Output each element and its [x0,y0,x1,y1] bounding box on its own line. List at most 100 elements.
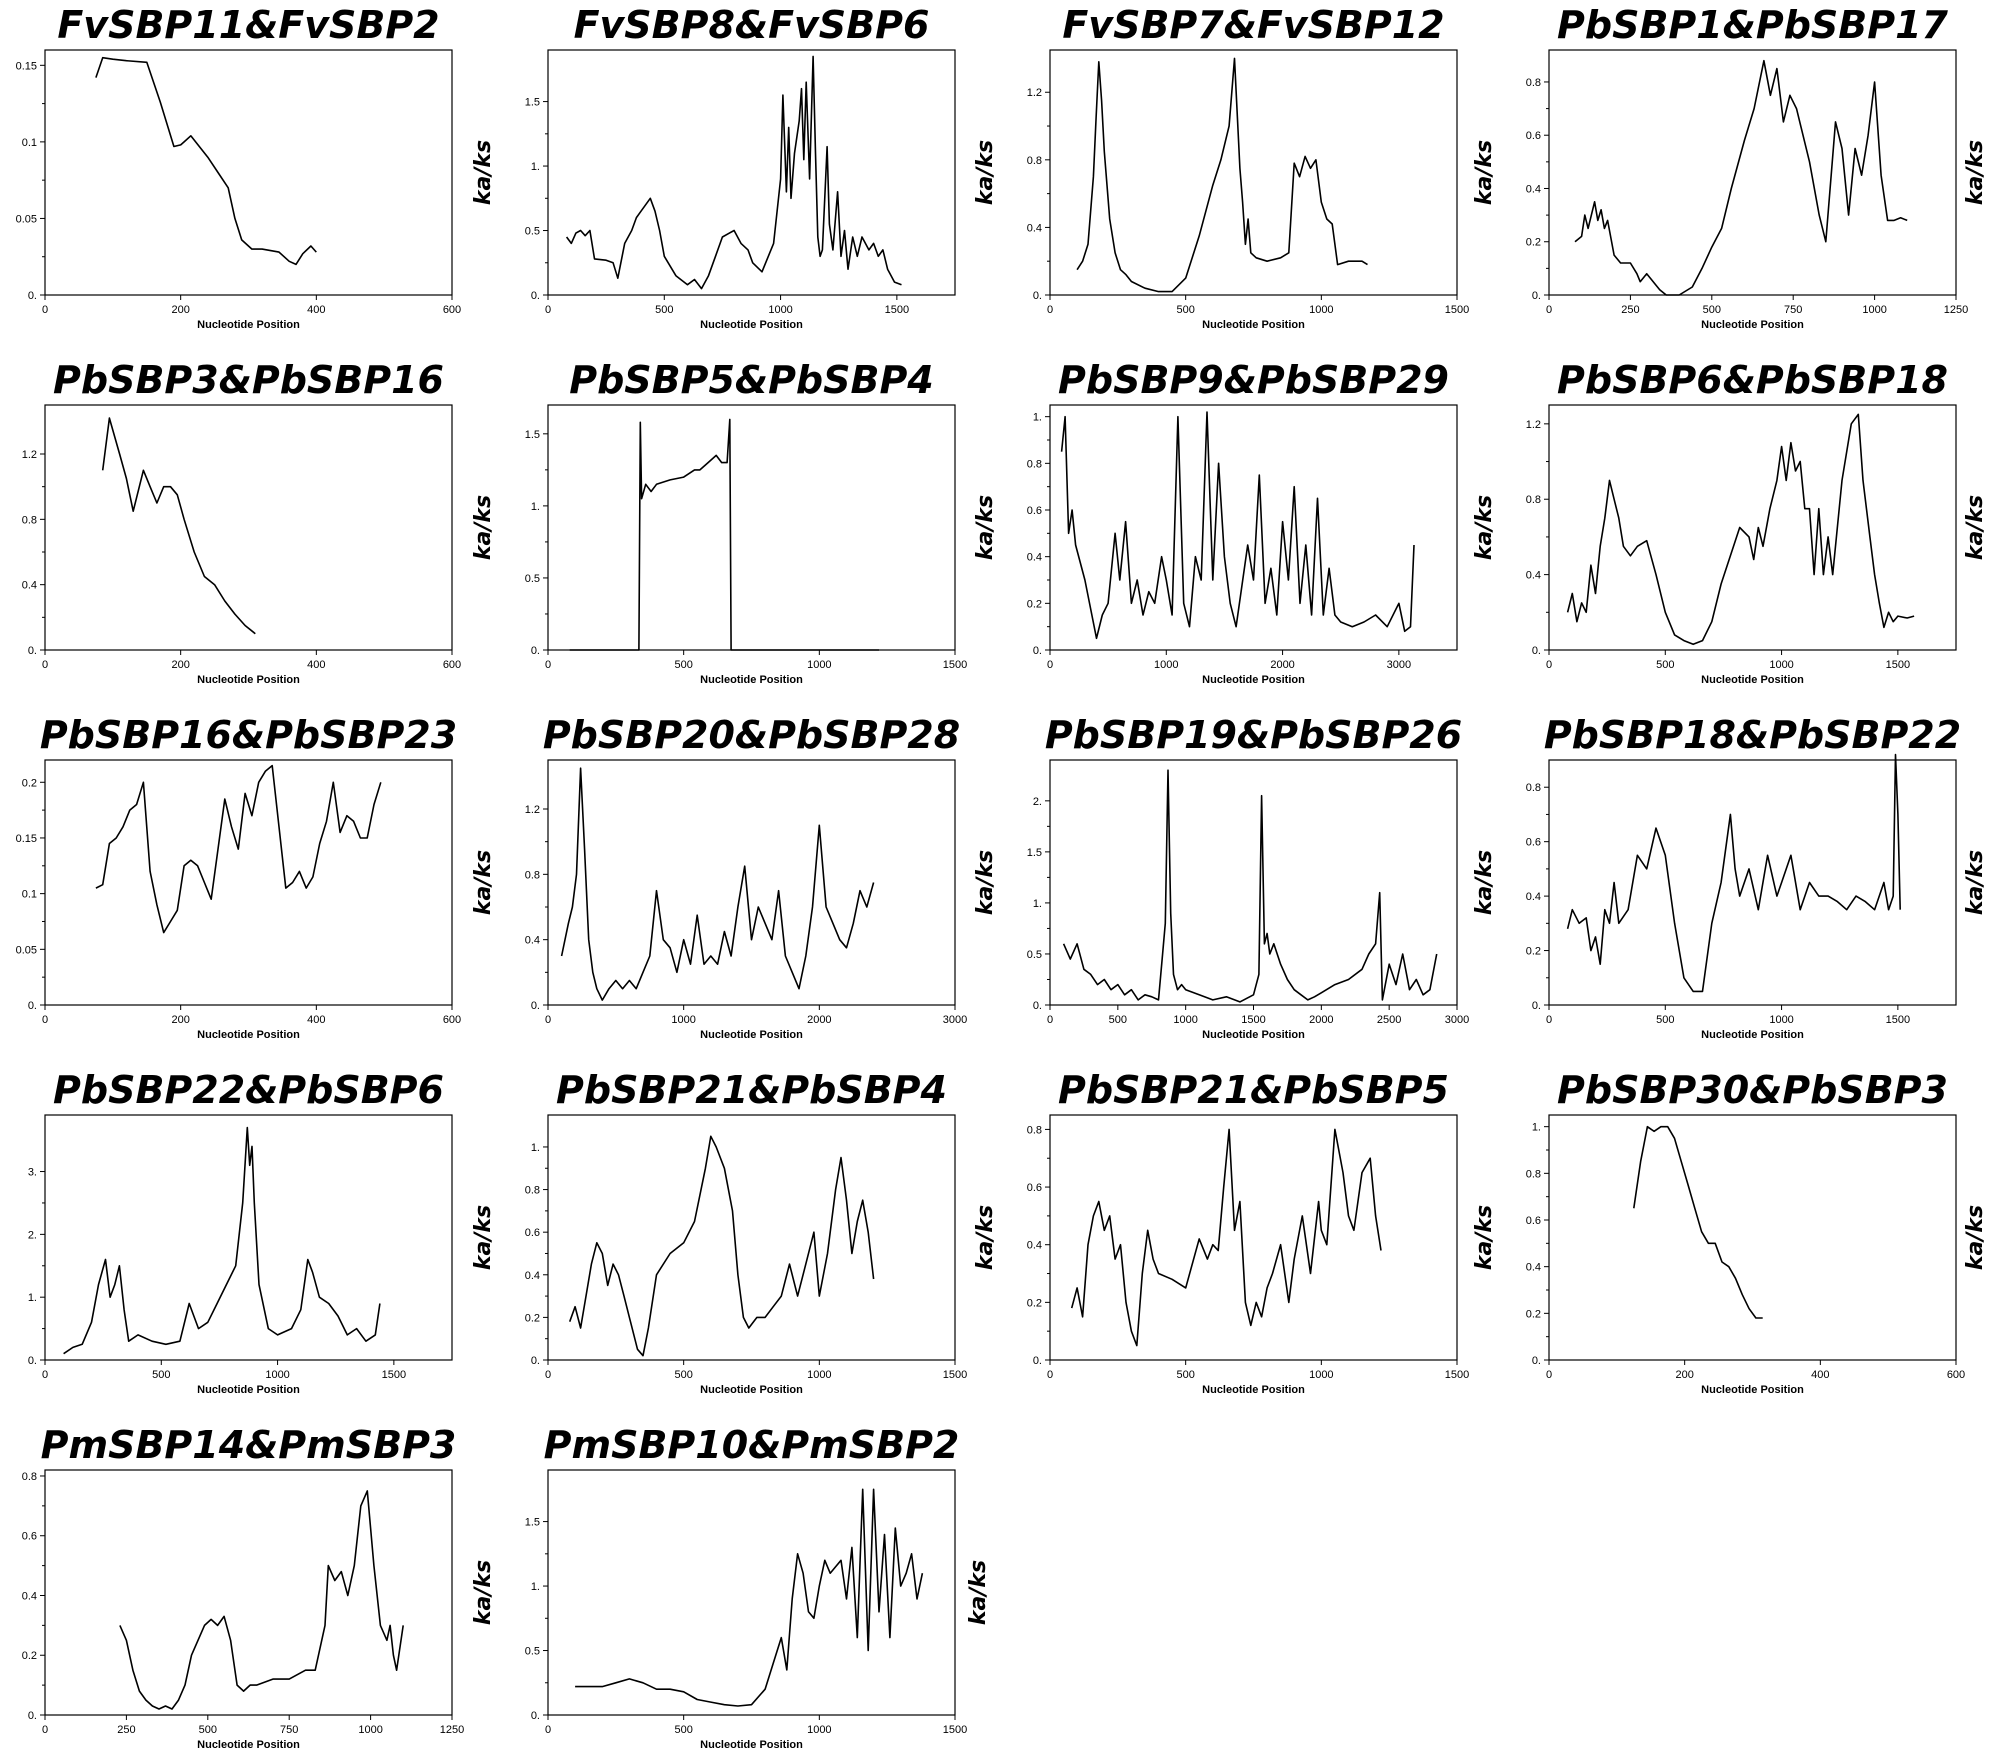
y-tick-label: 1. [1033,412,1042,424]
x-tick-label: 0 [1047,1369,1053,1381]
y-tick-label: 1.5 [525,97,540,109]
x-tick-label: 0 [1047,1014,1053,1026]
chart-title: PbSBP22&PbSBP6 [53,1068,444,1112]
plot-frame [1548,49,1957,296]
chart-title: FvSBP7&FvSBP12 [1062,3,1444,47]
x-tick-label: 0 [545,1369,551,1381]
x-tick-label: 500 [1703,304,1721,316]
x-tick-label: 1250 [440,1724,464,1736]
y-tick-label: 0.8 [525,869,540,881]
y-tick-label: 0.8 [1526,782,1541,794]
y-tick-label: 0.6 [1526,837,1541,849]
y-axis-label: ka/ks [1472,1205,1497,1270]
y-tick-label: 1. [1532,1122,1541,1134]
chart-title: FvSBP11&FvSBP2 [57,3,439,47]
y-tick-label: 1. [531,1581,540,1593]
series-line [1062,769,1438,1003]
chart-panel-7: PbSBP9&PbSBP29 0 1000 2000 3000 0. 0.2 0.4 0.6 0.… [973,358,1458,686]
x-tick-label: 500 [674,659,692,671]
x-tick-label: 0 [42,1014,48,1026]
x-axis-label: Nucleotide Position [1701,319,1804,331]
y-tick-label: 0.2 [1526,1308,1541,1320]
y-tick-label: 0.8 [525,1185,540,1197]
x-tick-label: 200 [171,304,189,316]
y-tick-label: 0.2 [1027,1297,1042,1309]
y-axis-label: ka/ks [973,850,998,915]
x-axis-label: Nucleotide Position [700,1029,803,1041]
x-tick-label: 1500 [1445,304,1469,316]
x-tick-label: 200 [171,1014,189,1026]
plot-frame [547,49,956,296]
x-tick-label: 1000 [1309,304,1333,316]
x-axis-label: Nucleotide Position [197,1029,300,1041]
y-tick-label: 0. [28,1000,37,1012]
x-axis-label: Nucleotide Position [197,1384,300,1396]
x-tick-label: 1000 [1769,1014,1793,1026]
x-tick-label: 600 [443,304,461,316]
plot-frame [44,1469,453,1716]
y-tick-label: 1. [531,501,540,513]
x-tick-label: 0 [1546,659,1552,671]
y-tick-label: 0.2 [22,777,37,789]
x-tick-label: 1500 [1445,1369,1469,1381]
y-tick-label: 1.5 [525,1517,540,1529]
series-line [119,1490,404,1710]
x-tick-label: 500 [674,1369,692,1381]
plot-frame [1548,759,1957,1006]
y-tick-label: 1. [1033,898,1042,910]
series-line [1076,57,1368,293]
plot-frame [547,404,956,651]
x-tick-label: 1000 [807,659,831,671]
y-tick-label: 0. [1532,645,1541,657]
y-tick-label: 2. [1033,796,1042,808]
y-tick-label: 1. [28,1292,37,1304]
plot-frame [1548,1114,1957,1361]
plot-frame [44,1114,453,1361]
chart-title: PbSBP3&PbSBP16 [53,358,444,402]
y-tick-label: 0.1 [22,889,37,901]
series-line [95,764,382,934]
y-tick-label: 0.4 [525,1270,540,1282]
x-tick-label: 1000 [1154,659,1178,671]
x-tick-label: 0 [545,659,551,671]
chart-panel-1: FvSBP11&FvSBP2 0 200 400 600 0. 0.05 0.1 0.15 Nuc… [16,3,462,331]
x-tick-label: 500 [1656,1014,1674,1026]
x-tick-label: 1500 [1241,1014,1265,1026]
chart-panel-4: PbSBP1&PbSBP17 0 250 500 750 1000 1250 0. 0.2 0.4… [1472,3,1968,331]
x-axis-label: Nucleotide Position [1202,1029,1305,1041]
chart-title: PbSBP21&PbSBP5 [1058,1068,1449,1112]
y-tick-label: 0.2 [1526,946,1541,958]
series-line [565,55,902,290]
plot-frame [44,404,453,651]
x-tick-label: 3000 [1387,659,1411,671]
y-tick-label: 0.4 [1526,891,1541,903]
x-axis-label: Nucleotide Position [1701,674,1804,686]
x-tick-label: 2000 [1270,659,1294,671]
y-tick-label: 3. [28,1167,37,1179]
y-tick-label: 0.4 [1027,552,1042,564]
x-tick-label: 1500 [943,1724,967,1736]
x-axis-label: Nucleotide Position [197,319,300,331]
plot-frame [1049,1114,1458,1361]
y-tick-label: 0.5 [1027,949,1042,961]
x-tick-label: 1500 [1886,1014,1910,1026]
x-tick-label: 500 [1109,1014,1127,1026]
y-tick-label: 0.8 [1027,155,1042,167]
y-tick-label: 0.6 [1027,505,1042,517]
chart-panel-11: PbSBP19&PbSBP26 0 500 1000 1500 2000 2500 3000 0… [973,713,1469,1041]
chart-title: PbSBP20&PbSBP28 [543,713,960,757]
series-line [95,56,317,266]
x-tick-label: 1000 [265,1369,289,1381]
x-axis-label: Nucleotide Position [1202,319,1305,331]
x-tick-label: 500 [1656,659,1674,671]
x-tick-label: 1000 [807,1369,831,1381]
chart-title: PbSBP5&PbSBP4 [569,358,934,402]
x-axis-label: Nucleotide Position [700,674,803,686]
series-line [568,1135,875,1357]
x-tick-label: 1500 [943,659,967,671]
y-tick-label: 0.8 [1027,458,1042,470]
y-tick-label: 0.4 [1526,183,1541,195]
x-tick-label: 750 [280,1724,298,1736]
y-axis-label: ka/ks [471,1560,496,1625]
